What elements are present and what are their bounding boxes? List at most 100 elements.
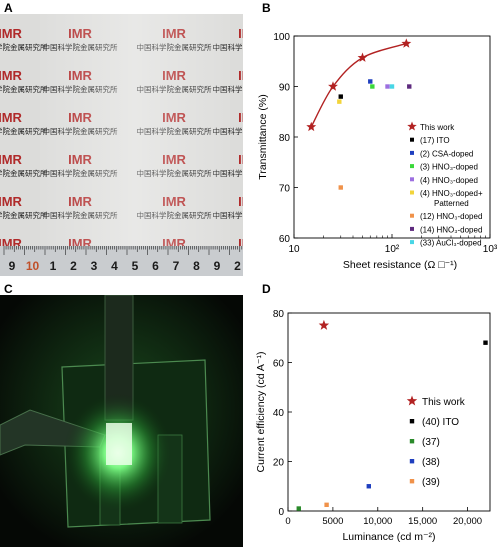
imr-logo-text: IMR — [0, 194, 23, 209]
legend-marker-square — [409, 479, 415, 484]
legend-entry: (2) CSA-doped — [420, 149, 473, 158]
x-axis-label: Luminance (cd m⁻²) — [342, 531, 435, 543]
imr-logo-text: IMR — [0, 68, 23, 83]
chart-current-efficiency-vs-luminance: 0 20 40 60 80 0 5000 10,000 15,000 20,000 Luminanc… — [255, 309, 491, 543]
ruler-digit: 4 — [111, 259, 118, 273]
y-tick-label: 60 — [279, 234, 291, 245]
institute-name-text: 中国科学院金属研究所 — [0, 168, 48, 178]
imr-logo-text: IMR — [238, 26, 243, 41]
legend-entry: (4) HNO₃-doped — [420, 176, 478, 185]
legend-entry: (17) ITO — [420, 136, 450, 145]
ruler — [0, 246, 243, 276]
y-axis-label: Transmittance (%) — [257, 94, 269, 179]
x-tick-label: 10 — [288, 244, 300, 255]
imr-logo-text: IMR — [0, 110, 23, 125]
ruler-digit: 5 — [132, 259, 139, 273]
ruler-digit: 2 — [70, 259, 77, 273]
y-axis-label: Current efficiency (cd A⁻¹) — [255, 352, 267, 473]
ruler-digit: 6 — [152, 259, 159, 273]
x-tick-label: 15,000 — [408, 516, 437, 527]
data-point-star — [318, 319, 330, 330]
imr-logo-text: IMR — [0, 26, 23, 41]
emissive-pixel — [106, 423, 132, 465]
legend-marker-square — [409, 459, 415, 464]
panel-label-b: B — [262, 1, 271, 15]
legend-entry: This work — [422, 397, 466, 408]
ruler-digit: 7 — [173, 259, 180, 273]
legend-entry: (4) HNO₃-doped+ — [420, 189, 483, 198]
institute-name-text: 中国科学院金属研究所 — [0, 126, 48, 136]
legend-marker-square — [410, 226, 414, 231]
y-tick-label: 80 — [273, 309, 285, 320]
legend-marker-square — [410, 150, 414, 155]
legend-entry: (38) — [422, 457, 440, 468]
y-tick-label: 80 — [279, 133, 291, 144]
legend-entry: This work — [420, 123, 455, 132]
x-tick-label: 0 — [285, 516, 290, 527]
legend-entry: (40) ITO — [422, 417, 459, 428]
imr-logo-text: IMR — [0, 152, 23, 167]
legend-entry: (33) AuCl₃-doped — [420, 239, 482, 248]
ruler-digit: 9 — [9, 259, 16, 273]
y-tick-label: 70 — [279, 184, 291, 195]
x-tick-label: 5000 — [322, 516, 343, 527]
legend-marker-square — [410, 164, 414, 169]
legend-entry: (37) — [422, 437, 440, 448]
legend-marker-star — [406, 395, 418, 406]
imr-logo-text: IMR — [238, 152, 243, 167]
data-point-square — [483, 340, 488, 345]
y-tick-label: 20 — [273, 458, 285, 469]
panel-label-d: D — [262, 282, 271, 296]
film-overlay — [40, 14, 230, 254]
data-point-star — [306, 121, 317, 132]
institute-name-text: 中国科学院金属研究所 — [0, 210, 48, 220]
legend-marker-square — [410, 137, 414, 142]
legend-marker-square — [410, 190, 414, 195]
paper-logo-block: IMR中国科学院金属研究所 — [0, 26, 48, 52]
panel-label-a: A — [4, 1, 13, 15]
legend-marker-square — [410, 240, 414, 245]
photo-oled-device — [0, 295, 243, 547]
plot-frame — [287, 312, 491, 512]
chart-transmittance-vs-sheet-resistance: 60 70 80 90 100 10 10² 10³ Sheet resistance (Ω □… — [257, 32, 498, 271]
legend-marker-square — [409, 419, 415, 424]
legend-entry-continued: Patterned — [434, 199, 469, 208]
legend-entry: (12) HNO₃-doped — [420, 212, 482, 221]
data-point-star — [328, 81, 338, 91]
data-point-star — [401, 38, 412, 48]
imr-logo-text: IMR — [238, 194, 243, 209]
data-point-square — [366, 484, 371, 489]
ruler-digit: 8 — [193, 259, 200, 273]
data-point-square — [296, 506, 301, 511]
x-tick-label: 10,000 — [363, 516, 392, 527]
x-axis-label: Sheet resistance (Ω □⁻¹) — [343, 259, 457, 271]
legend-entry: (3) HNO₃-doped — [420, 163, 478, 172]
series-line-this-work — [310, 42, 407, 128]
paper-logo-block: IMR中国科学院金属研究所 — [0, 110, 48, 136]
ruler-digit: 10 — [26, 259, 40, 273]
paper-logo-block: IMR中国科学院金属研究所 — [0, 194, 48, 220]
ruler-digit: 3 — [91, 259, 98, 273]
y-tick-label: 0 — [278, 507, 284, 518]
legend-entry: (39) — [422, 477, 440, 488]
panel-label-c: C — [4, 282, 13, 296]
data-point-square — [338, 94, 343, 99]
y-tick-label: 60 — [273, 359, 285, 370]
photo-a-canvas: IMR中国科学院金属研究所IMR中国科学院金属研究所IMR中国科学院金属研究所I… — [0, 14, 243, 276]
data-point-square — [338, 185, 343, 190]
legend-marker-square — [410, 177, 414, 182]
data-point-star — [357, 52, 368, 62]
institute-name-text: 中国科学院金属研究所 — [0, 42, 48, 52]
paper-logo-block: IMR中国科学院金属研究所 — [0, 152, 48, 178]
y-tick-label: 90 — [279, 83, 291, 94]
ruler-digit: 1 — [50, 259, 57, 273]
paper-logo-block: IMR中国科学院金属研究所 — [0, 68, 48, 94]
data-point-square — [324, 502, 329, 508]
x-tick-label: 20,000 — [453, 516, 482, 527]
legend-entry: (14) HNO₃-doped — [420, 225, 482, 234]
y-tick-label: 100 — [273, 32, 290, 43]
institute-name-text: 中国科学院金属研究所 — [0, 84, 48, 94]
data-point-square — [407, 84, 412, 89]
photo-transparent-film: IMR中国科学院金属研究所IMR中国科学院金属研究所IMR中国科学院金属研究所I… — [0, 14, 243, 276]
y-tick-label: 40 — [273, 408, 285, 419]
